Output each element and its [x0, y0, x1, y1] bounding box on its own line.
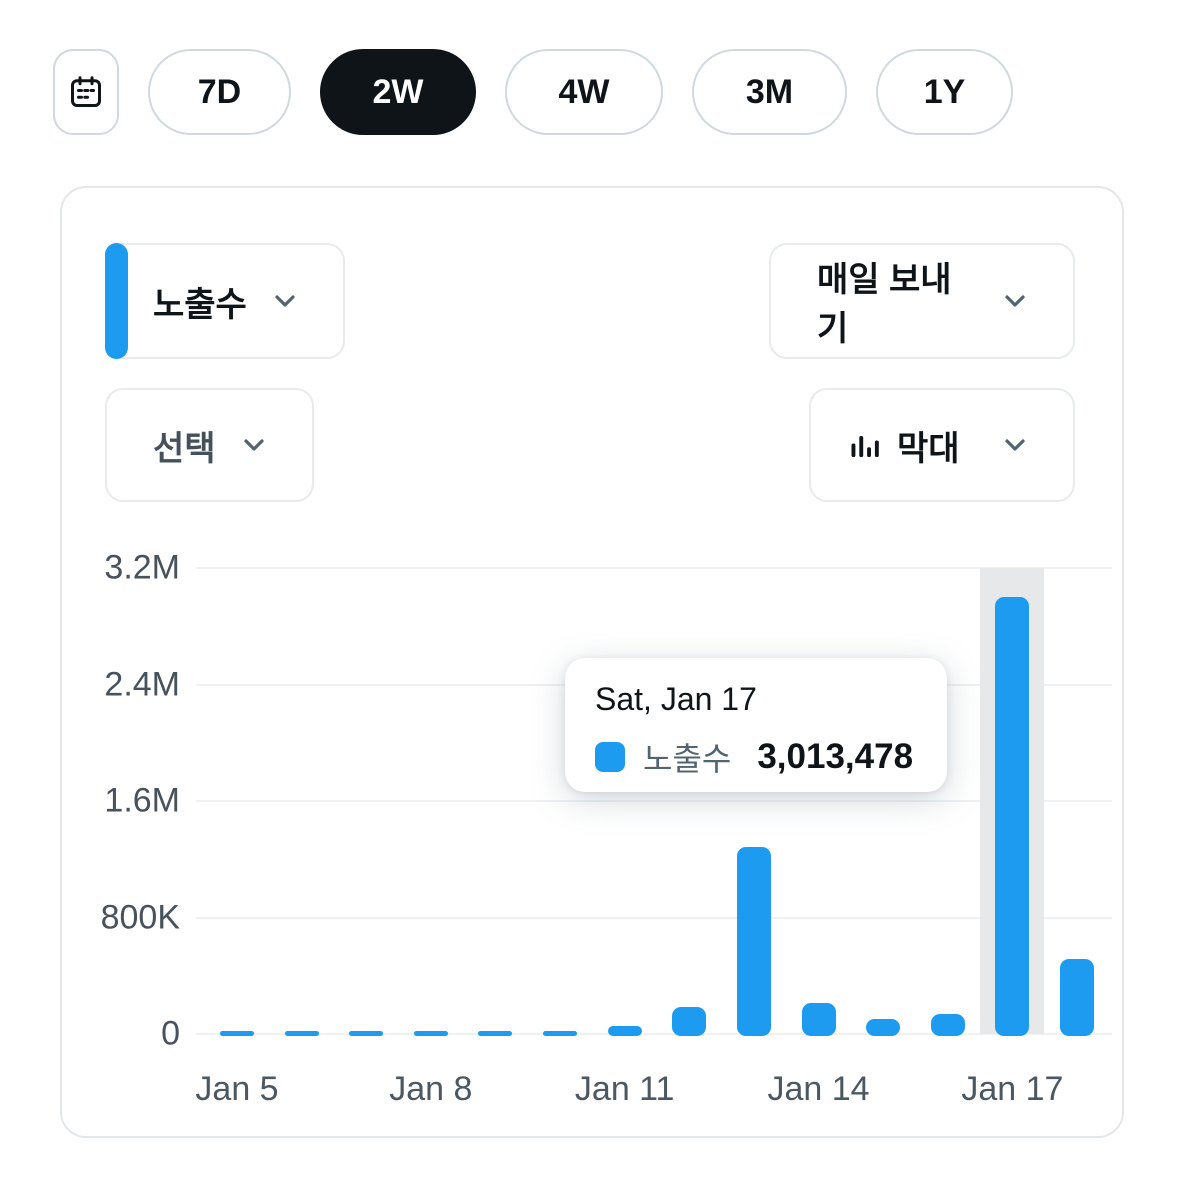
chevron-down-icon [244, 439, 264, 451]
bar-jan-9[interactable] [478, 1031, 513, 1036]
bar-jan-11[interactable] [607, 1025, 642, 1036]
bar-jan-12[interactable] [672, 1006, 707, 1036]
chart-card: 노출수 매일 보내기 선택 막대 [60, 186, 1124, 1138]
series-legend-swatch [595, 742, 625, 772]
frequency-dropdown-label: 매일 보내기 [817, 261, 952, 348]
period-2w[interactable]: 2W [320, 49, 476, 135]
gridline [196, 800, 1112, 802]
y-axis-tick: 3.2M [104, 548, 180, 587]
x-axis-labels: Jan 5 Jan 8 Jan 11 Jan 14 Jan 17 [195, 1070, 1112, 1110]
tooltip-row: 노출수 3,013,478 [595, 734, 917, 780]
y-axis-tick: 800K [100, 898, 180, 936]
tooltip-value: 3,013,478 [757, 737, 914, 776]
calendar-icon [71, 76, 101, 107]
x-axis-tick: Jan 17 [961, 1070, 1064, 1108]
x-axis-tick: Jan 14 [767, 1070, 870, 1108]
period-3m[interactable]: 3M [692, 49, 847, 135]
bar-jan-18[interactable] [1060, 958, 1094, 1036]
select-dropdown-label: 선택 [153, 429, 216, 468]
gridline [196, 916, 1112, 919]
period-1y[interactable]: 1Y [876, 49, 1013, 135]
chart-tooltip: Sat, Jan 17 노출수 3,013,478 [565, 658, 947, 792]
bar-jan-17[interactable] [995, 597, 1030, 1036]
bar-jan-16[interactable] [930, 1014, 965, 1036]
chart-type-left: 막대 [847, 421, 960, 470]
metric-dropdown[interactable]: 노출수 [105, 243, 345, 359]
calendar-button[interactable] [53, 49, 119, 135]
bar-jan-14[interactable] [801, 1002, 836, 1036]
metric-dropdown-label: 노출수 [153, 285, 247, 324]
period-toolbar: 7D 2W 4W 3M 1Y [53, 49, 1013, 135]
bar-jan-13[interactable] [736, 846, 771, 1036]
bar-jan-8[interactable] [413, 1031, 448, 1036]
bar-jan-7[interactable] [349, 1031, 384, 1036]
tooltip-series-label: 노출수 [643, 741, 732, 777]
chevron-down-icon [275, 295, 295, 307]
y-axis-tick: 1.6M [104, 781, 180, 820]
chevron-down-icon [1005, 295, 1025, 307]
x-axis-tick: Jan 5 [195, 1070, 279, 1108]
period-4w[interactable]: 4W [505, 49, 663, 135]
plot-area: Sat, Jan 17 노출수 3,013,478 0 800K 1.6M 2.4M 3… [101, 549, 1112, 1053]
chart-type-dropdown-label: 막대 [897, 429, 960, 468]
chevron-down-icon [1005, 439, 1025, 451]
y-axis-tick: 2.4M [104, 665, 180, 703]
bar-jan-15[interactable] [866, 1018, 901, 1036]
bar-jan-5[interactable] [220, 1031, 254, 1036]
bar-jan-10[interactable] [543, 1031, 578, 1036]
bar-jan-6[interactable] [284, 1031, 319, 1036]
select-dropdown[interactable]: 선택 [105, 388, 314, 502]
gridline [196, 567, 1112, 569]
metric-accent-bar [105, 243, 128, 359]
chart-type-dropdown[interactable]: 막대 [809, 388, 1075, 502]
gridline [196, 1033, 1112, 1035]
period-7d[interactable]: 7D [148, 49, 291, 135]
bar-chart-icon [851, 436, 879, 457]
y-axis-tick: 0 [161, 1014, 180, 1053]
frequency-dropdown[interactable]: 매일 보내기 [769, 243, 1075, 359]
x-axis-tick: Jan 8 [389, 1070, 473, 1108]
tooltip-date: Sat, Jan 17 [595, 681, 757, 717]
x-axis-tick: Jan 11 [574, 1070, 675, 1108]
